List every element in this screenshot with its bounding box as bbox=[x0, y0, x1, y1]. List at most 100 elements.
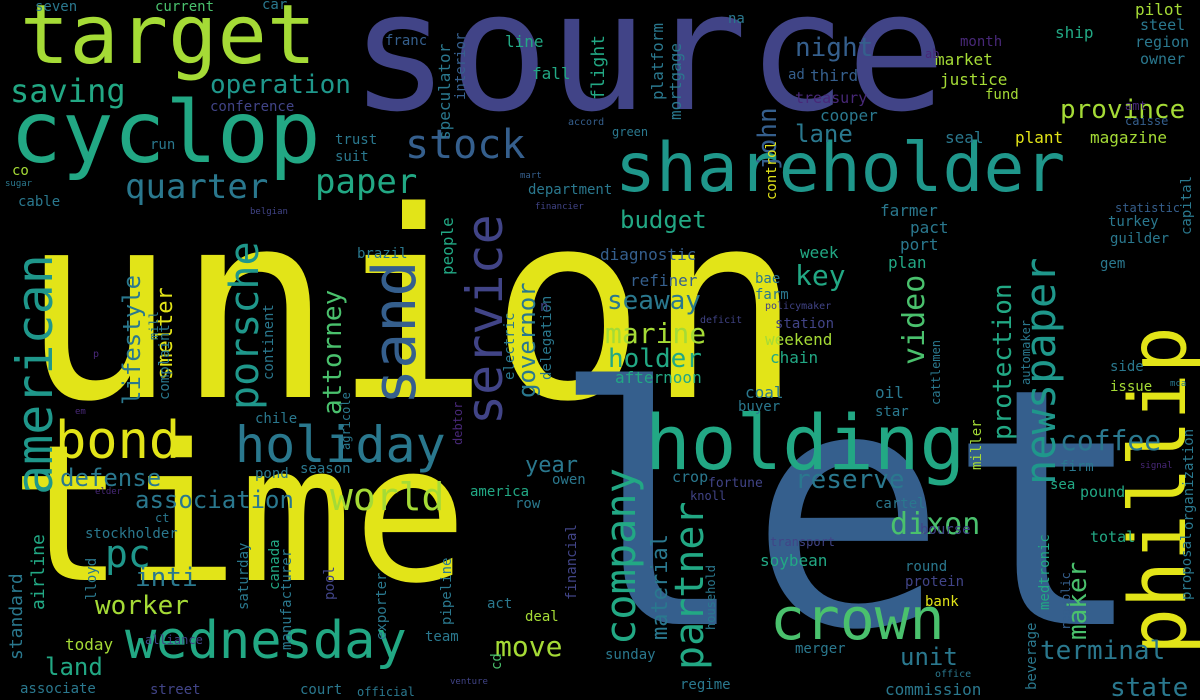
word-owner: owner bbox=[1140, 50, 1186, 68]
word-alliance: alliance bbox=[145, 633, 203, 647]
word-wednesday: wednesday bbox=[125, 611, 407, 671]
word-bae: bae bbox=[755, 271, 781, 287]
word-today: today bbox=[65, 635, 114, 654]
word-sea: sea bbox=[1050, 477, 1076, 493]
word-mart: mart bbox=[520, 171, 542, 181]
word-sunday: sunday bbox=[605, 647, 656, 663]
word-america: america bbox=[470, 484, 530, 500]
word-capital: capital bbox=[1179, 175, 1195, 235]
word-total: total bbox=[1090, 528, 1136, 546]
word-mortgage: mortgage bbox=[666, 42, 685, 120]
word-accord: accord bbox=[568, 117, 605, 128]
word-treasury: treasury bbox=[795, 89, 868, 107]
word-mill: mill bbox=[147, 311, 161, 340]
word-oil: oil bbox=[875, 383, 904, 402]
word-sugar: sugar bbox=[5, 179, 33, 189]
word-team: team bbox=[425, 629, 459, 645]
word-sand: sand bbox=[360, 260, 430, 406]
word-source: source bbox=[350, 0, 947, 148]
word-suit: suit bbox=[335, 149, 369, 165]
word-cartel: cartel bbox=[875, 496, 926, 512]
word-lane: lane bbox=[795, 120, 853, 148]
word-paper: paper bbox=[315, 162, 418, 202]
word-organization: organization bbox=[1181, 428, 1197, 530]
word-governor: governor bbox=[513, 282, 541, 398]
word-medtronic: medtronic bbox=[1037, 534, 1053, 610]
word-buyer: buyer bbox=[738, 399, 781, 415]
word-speculator: speculator bbox=[435, 43, 454, 140]
word-seal: seal bbox=[945, 128, 984, 147]
word-market: market bbox=[935, 50, 993, 69]
word-plant: plant bbox=[1015, 128, 1064, 147]
word-cattlemen: cattlemen bbox=[929, 339, 943, 405]
word-pond: pond bbox=[255, 466, 289, 482]
word-deficit: deficit bbox=[700, 315, 743, 326]
word-standard: standard bbox=[6, 573, 27, 660]
word-financier: financier bbox=[535, 202, 584, 212]
word-american: american bbox=[6, 254, 64, 495]
word-side: side bbox=[1110, 359, 1144, 375]
word-amt: amt bbox=[1125, 99, 1147, 113]
word-season: season bbox=[300, 461, 351, 477]
word-soybean: soybean bbox=[760, 551, 828, 570]
word-porsche: porsche bbox=[222, 241, 268, 410]
word-flight: flight bbox=[588, 34, 609, 100]
word-statistic: statistic bbox=[1115, 201, 1181, 215]
word-ad: ad bbox=[788, 67, 805, 83]
word-video: video bbox=[897, 274, 932, 365]
word-agricole: agricole bbox=[339, 392, 353, 450]
word-chile: chile bbox=[255, 411, 298, 427]
word-key: key bbox=[795, 259, 846, 292]
word-fortune: fortune bbox=[708, 476, 763, 491]
word-merger: merger bbox=[795, 641, 846, 657]
word-current: current bbox=[155, 0, 215, 15]
word-cd: cd bbox=[489, 653, 505, 670]
word-ct: ct bbox=[155, 511, 170, 525]
word-trust: trust bbox=[335, 132, 378, 148]
word-household: household bbox=[704, 564, 718, 630]
word-financial: financial bbox=[564, 524, 580, 600]
word-company: company bbox=[596, 467, 645, 645]
word-protein: protein bbox=[905, 574, 965, 590]
word-region: region bbox=[1135, 33, 1190, 51]
word-steel: steel bbox=[1140, 16, 1186, 34]
word-coffee: coffee bbox=[1060, 424, 1162, 457]
word-third: third bbox=[810, 66, 859, 85]
word-inti: inti bbox=[135, 563, 198, 593]
word-automaker: automaker bbox=[1019, 319, 1033, 385]
word-mca: mca bbox=[1170, 379, 1187, 389]
word-republic: republic bbox=[1059, 572, 1073, 630]
word-cooper: cooper bbox=[820, 106, 878, 125]
word-debtor: debtor bbox=[451, 401, 465, 445]
word-belgian: belgian bbox=[250, 207, 288, 217]
word-court: court bbox=[300, 682, 343, 698]
word-control: control bbox=[764, 140, 780, 200]
word-quarter: quarter bbox=[125, 167, 269, 207]
word-conference: conference bbox=[210, 99, 295, 115]
word-signal: signal bbox=[1140, 461, 1173, 471]
word-union: union bbox=[20, 157, 803, 459]
word-port: port bbox=[900, 235, 939, 254]
word-gem: gem bbox=[1100, 256, 1126, 272]
word-run: run bbox=[150, 137, 176, 153]
word-marine: marine bbox=[605, 317, 707, 350]
word-p: p bbox=[93, 349, 100, 360]
word-airline: airline bbox=[28, 534, 49, 610]
word-knoll: knoll bbox=[690, 489, 727, 503]
word-row: row bbox=[515, 496, 541, 512]
word-policymaker: policymaker bbox=[765, 301, 832, 312]
word-budget: budget bbox=[620, 206, 707, 234]
word-time: time bbox=[10, 404, 468, 625]
word-venture: venture bbox=[450, 677, 488, 687]
word-owen: owen bbox=[552, 472, 586, 488]
word-act: act bbox=[487, 596, 513, 612]
word-terminal: terminal bbox=[1040, 636, 1166, 666]
word-defense: defense bbox=[60, 464, 162, 492]
word-associate: associate bbox=[20, 681, 96, 697]
word-continent: continent bbox=[261, 304, 277, 380]
word-protection: protection bbox=[988, 283, 1018, 440]
word-dixon: dixon bbox=[890, 507, 981, 542]
word-reserve: reserve bbox=[795, 465, 905, 495]
word-land: land bbox=[45, 653, 103, 681]
